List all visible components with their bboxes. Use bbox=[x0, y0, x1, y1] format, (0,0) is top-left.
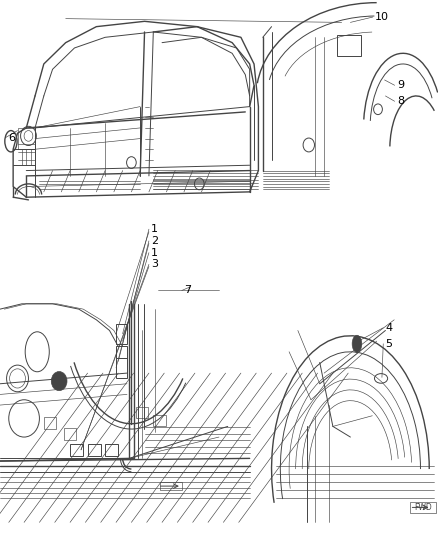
Bar bbox=[116, 358, 127, 378]
Bar bbox=[160, 482, 182, 490]
Ellipse shape bbox=[352, 335, 362, 352]
Circle shape bbox=[194, 178, 204, 190]
Bar bbox=[337, 35, 361, 56]
Bar bbox=[136, 407, 148, 418]
Text: 9: 9 bbox=[397, 80, 404, 90]
Circle shape bbox=[51, 372, 67, 391]
Bar bbox=[153, 415, 166, 426]
Bar bbox=[116, 324, 127, 344]
Text: 2: 2 bbox=[151, 236, 158, 246]
Text: 10: 10 bbox=[375, 12, 389, 22]
Text: 7: 7 bbox=[184, 286, 191, 295]
Circle shape bbox=[127, 157, 136, 168]
Text: 6: 6 bbox=[8, 133, 15, 142]
Circle shape bbox=[303, 138, 314, 152]
Circle shape bbox=[374, 104, 382, 115]
Bar bbox=[70, 444, 83, 456]
Bar bbox=[88, 444, 101, 456]
Bar bbox=[116, 346, 127, 358]
Text: 1: 1 bbox=[151, 248, 158, 257]
Text: 1: 1 bbox=[151, 224, 158, 234]
Text: FWD: FWD bbox=[414, 503, 432, 512]
Bar bbox=[410, 502, 436, 513]
Text: 8: 8 bbox=[397, 96, 404, 106]
Bar bbox=[64, 428, 76, 440]
Text: 3: 3 bbox=[151, 260, 158, 269]
Bar bbox=[44, 417, 56, 429]
Bar bbox=[105, 444, 118, 456]
Text: 4: 4 bbox=[385, 323, 392, 333]
Text: 5: 5 bbox=[385, 339, 392, 349]
